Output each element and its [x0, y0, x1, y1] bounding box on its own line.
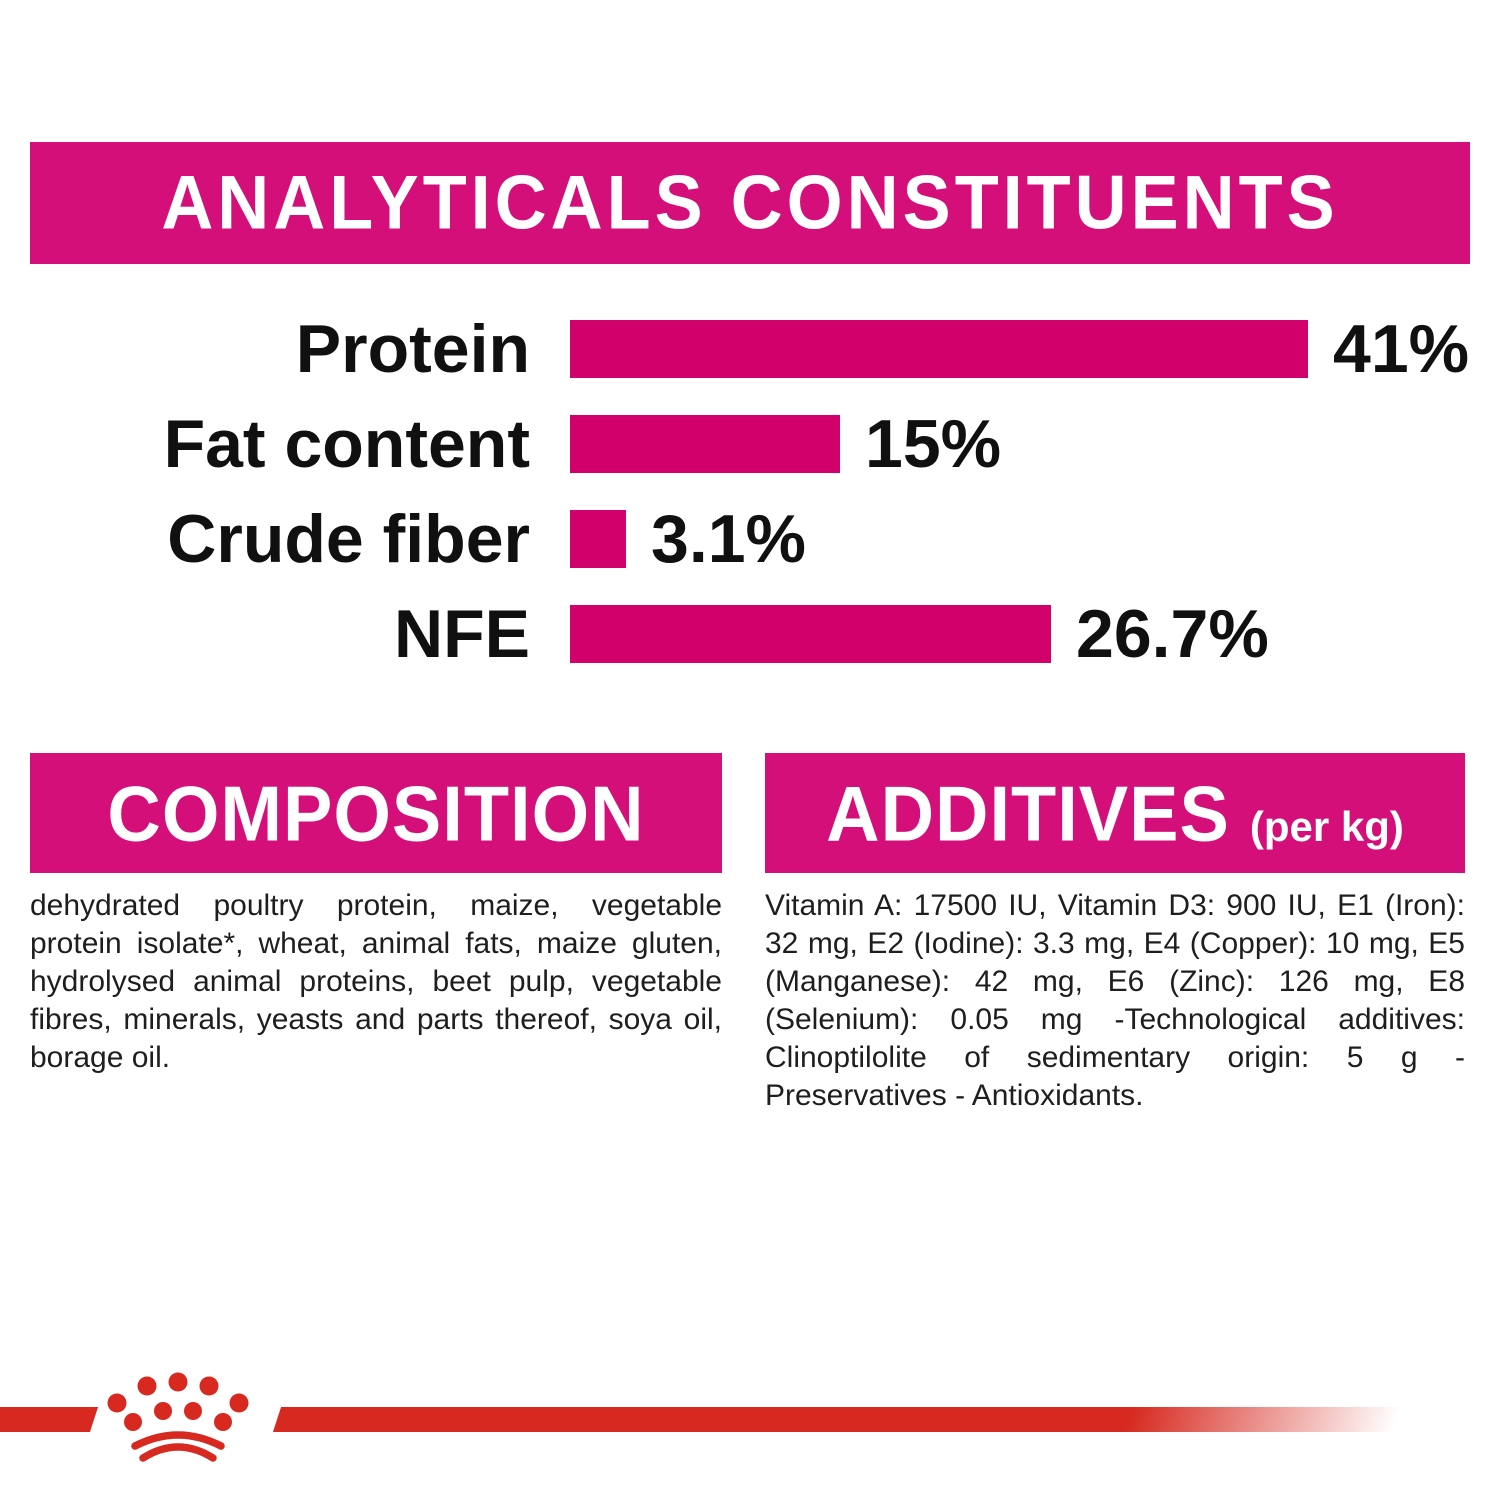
additives-header: ADDITIVES (per kg) [765, 753, 1465, 873]
additives-title: ADDITIVES [826, 769, 1230, 857]
value-label: 26.7% [1076, 596, 1269, 672]
red-band-right [272, 1407, 1402, 1432]
category-label: Fat content [163, 406, 530, 482]
analyticals-constituents-banner: ANALYTICALS CONSTITUENTS [30, 142, 1470, 264]
composition-text: dehydrated poultry protein, maize, veget… [30, 889, 722, 1074]
red-band-left [0, 1407, 99, 1432]
value-label: 15% [865, 406, 1002, 482]
value-bar [570, 320, 1308, 378]
composition-header: COMPOSITION [30, 753, 722, 873]
royal-canin-crown-logo-icon [107, 1372, 249, 1462]
additives-text: Vitamin A: 17500 IU, Vitamin D3: 900 IU,… [765, 889, 1465, 1112]
chart-row: NFE 26.7% [30, 596, 1470, 672]
chart-row: Protein 41% [30, 311, 1470, 387]
value-bar [570, 510, 626, 568]
value-label: 3.1% [651, 501, 806, 577]
value-bar [570, 415, 840, 473]
chart-row: Fat content 15% [30, 406, 1470, 482]
additives-unit-suffix: (per kg) [1249, 803, 1404, 850]
brand-footer [0, 1372, 1500, 1472]
category-label: Protein [295, 311, 530, 387]
analytical-constituents-chart: Protein 41% Fat content 15% Crude fiber 3.1% N… [30, 311, 1470, 700]
value-bar [570, 605, 1051, 663]
composition-title: COMPOSITION [107, 769, 645, 857]
value-label: 41% [1333, 311, 1470, 387]
category-label: NFE [394, 596, 530, 672]
category-label: Crude fiber [167, 501, 530, 577]
page-title: ANALYTICALS CONSTITUENTS [161, 160, 1339, 246]
chart-row: Crude fiber 3.1% [30, 501, 1470, 577]
